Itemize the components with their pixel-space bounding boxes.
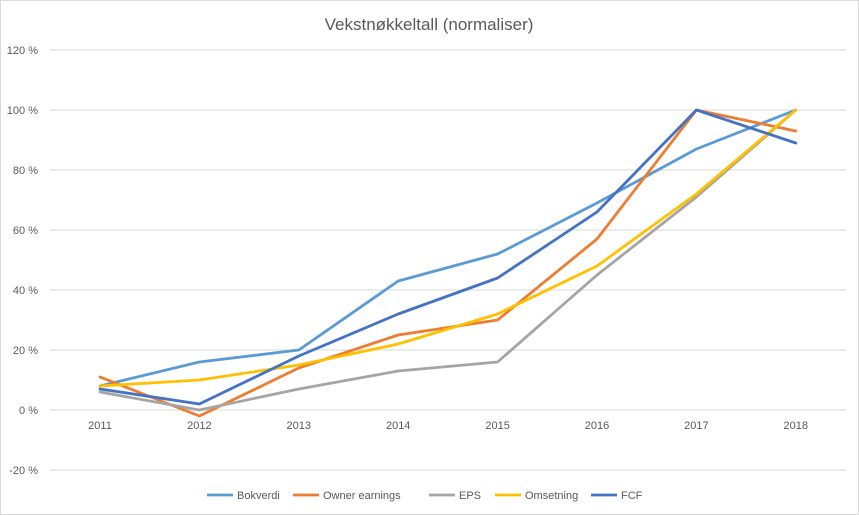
gridlines	[50, 49, 846, 471]
y-tick-label: 20 %	[13, 345, 38, 357]
x-axis-ticks: 2011 2012 2013 2014 2015 2016 2017 2018	[88, 420, 808, 432]
legend: Bokverdi Owner earnings EPS Omsetning FCF	[207, 490, 643, 502]
series-line-owner-earnings	[98, 108, 798, 418]
y-tick-label: 80 %	[13, 165, 38, 177]
x-tick-label: 2011	[88, 420, 112, 432]
y-axis-ticks: -20 % 0 % 20 % 40 % 60 % 80 % 100 % 120 %	[7, 45, 38, 477]
legend-label: Bokverdi	[237, 490, 280, 502]
legend-label: Owner earnings	[323, 490, 401, 502]
series-line-eps	[98, 108, 798, 412]
legend-label: Omsetning	[525, 490, 578, 502]
x-tick-label: 2013	[287, 420, 311, 432]
y-tick-label: 60 %	[13, 225, 38, 237]
x-tick-label: 2015	[485, 420, 509, 432]
y-tick-label: 40 %	[13, 285, 38, 297]
y-tick-label: 120 %	[7, 45, 38, 57]
chart-title: Vekstnøkkeltall (normaliser)	[325, 15, 534, 34]
y-tick-label: 100 %	[7, 105, 38, 117]
series-line-omsetning	[98, 108, 798, 388]
x-tick-label: 2018	[784, 420, 808, 432]
x-tick-label: 2012	[187, 420, 211, 432]
legend-label: EPS	[459, 490, 481, 502]
x-tick-label: 2016	[585, 420, 609, 432]
y-tick-label: -20 %	[9, 465, 38, 477]
x-tick-label: 2017	[684, 420, 708, 432]
x-tick-label: 2014	[386, 420, 410, 432]
legend-label: FCF	[621, 490, 643, 502]
series-line-bokverdi	[98, 108, 798, 388]
series-line-fcf	[98, 108, 798, 406]
series-lines	[98, 108, 798, 418]
y-tick-label: 0 %	[19, 405, 38, 417]
